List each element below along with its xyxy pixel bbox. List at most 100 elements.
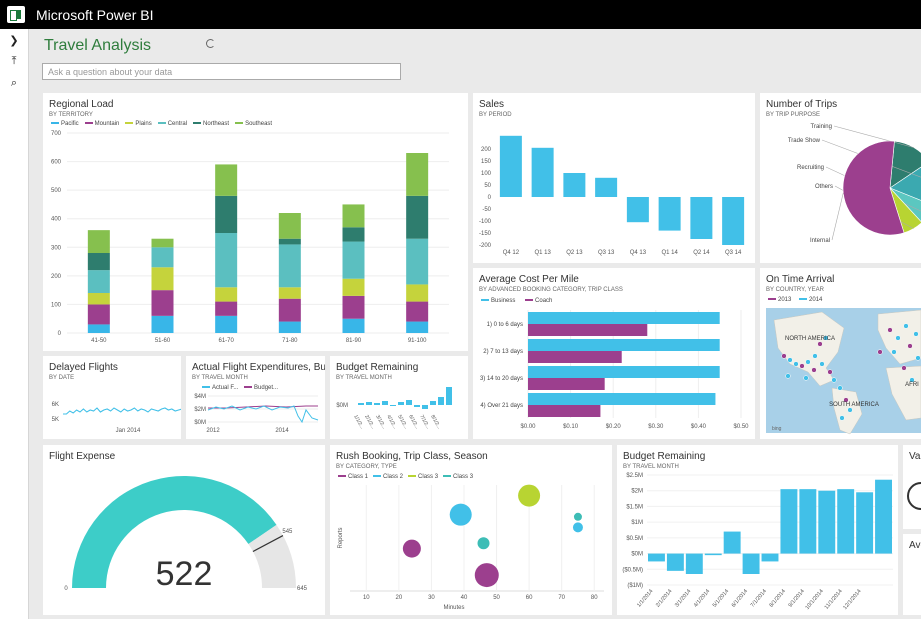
sales-bar [531, 147, 554, 197]
map-data-point [891, 349, 897, 355]
pie-label: Training [811, 124, 832, 130]
legend-label: Class 3 [418, 474, 439, 480]
scatter-bubble [477, 537, 490, 550]
y-tick-label: 50 [484, 183, 491, 189]
x-tick-label: Q2 13 [566, 250, 583, 256]
tile-title: Budget Remaining [336, 362, 419, 373]
map-data-point [817, 341, 823, 347]
gauge-target-label: 545 [282, 529, 293, 535]
x-tick-label: 80 [591, 595, 598, 601]
x-tick-label: Q4 12 [503, 250, 520, 256]
x-tick-label: 1/1/2014 [636, 588, 654, 608]
tile-subtitle: BY TERRITORY [49, 112, 93, 118]
y-tick-label: ($1M) [627, 583, 643, 589]
x-tick-label: 11/1/2014 [824, 588, 844, 610]
bing-logo: bing [772, 426, 782, 432]
legend-swatch [799, 298, 808, 301]
x-tick-label: 9/1/2014 [788, 588, 806, 608]
business-bar [528, 393, 716, 405]
x-tick-label: Q1 13 [534, 250, 551, 256]
y-tick-label: $1M [631, 520, 643, 526]
sales-bar [595, 177, 618, 197]
tile-number-of-trips[interactable]: Number of Trips BY TRIP PURPOSE Training… [760, 93, 921, 263]
legend-swatch [202, 386, 210, 389]
x-tick-label: 8/1/2014 [769, 588, 787, 608]
map-data-point [837, 385, 843, 391]
y-tick-label: ($0.5M) [622, 567, 643, 573]
tile-budget-remaining-small[interactable]: Budget Remaining BY TRAVEL MONTH $0M 1/1/… [330, 356, 468, 439]
tile-partial-va[interactable]: Va [903, 445, 921, 529]
y-tick-label: -200 [479, 243, 492, 249]
budget-small-chart: $0M1/1/2...2/1/2...3/1/2...4/1/2...5/1/2… [336, 387, 452, 430]
legend-label: Class 2 [383, 474, 404, 480]
tile-delayed-flights[interactable]: Delayed Flights BY DATE 6K 5K Jan 2014 [43, 356, 181, 439]
x-tick-label: 12/1/2014 [842, 588, 862, 611]
x-tick-label: $0.30 [648, 424, 664, 430]
tile-flight-expense[interactable]: Flight Expense 545 522 0 645 [43, 445, 325, 615]
tile-rush-booking[interactable]: Rush Booking, Trip Class, Season BY CATE… [330, 445, 612, 615]
budget-bar [761, 553, 779, 562]
bar-segment [87, 304, 110, 325]
x-tick-label: 51-60 [155, 338, 171, 344]
budget-bar [723, 531, 741, 554]
tile-subtitle: BY COUNTRY, YEAR [766, 287, 824, 293]
y-category-label: 3) 14 to 20 days [480, 376, 523, 382]
gauge-value: 522 [156, 555, 213, 593]
bar-segment [278, 244, 301, 288]
tile-actual-flight-expenditures[interactable]: Actual Flight Expenditures, Bu... BY TRA… [186, 356, 325, 439]
qa-question-input[interactable] [42, 63, 401, 80]
tile-title: Regional Load [49, 99, 114, 110]
x-tick-label: Q1 14 [661, 250, 678, 256]
refresh-icon[interactable] [206, 39, 215, 48]
tile-average-cost-per-mile[interactable]: Average Cost Per Mile BY ADVANCED BOOKIN… [473, 268, 755, 439]
legend-label: Plains [135, 121, 152, 127]
tile-budget-remaining-large[interactable]: Budget Remaining BY TRAVEL MONTH $2.5M $2… [617, 445, 898, 615]
map-data-point [913, 331, 919, 337]
sales-bar [722, 197, 745, 245]
tile-subtitle: BY TRIP PURPOSE [766, 112, 821, 118]
search-icon[interactable]: ⌕ [10, 77, 18, 89]
legend-swatch [193, 122, 202, 125]
pin-to-top-icon[interactable]: ⤒ [11, 55, 17, 67]
bar-segment [278, 287, 301, 299]
x-tick-label: 2012 [206, 428, 220, 434]
app-title: Microsoft Power BI [36, 7, 154, 23]
x-tick-label: $0.10 [563, 424, 579, 430]
tile-partial-ave[interactable]: Ave [903, 534, 921, 615]
expand-chevron-icon[interactable]: ❯ [9, 35, 19, 47]
tile-regional-load[interactable]: Regional Load BY TERRITORY Pacific Mounta… [43, 93, 468, 351]
y-tick-label: $2.5M [626, 473, 643, 479]
legend-label: Business [491, 298, 516, 304]
x-tick-label: $0.00 [520, 424, 536, 430]
y-category-label: 1) 0 to 6 days [487, 322, 523, 328]
y-tick-label: 200 [51, 274, 62, 280]
coach-bar [528, 405, 601, 417]
power-bi-logo-icon[interactable] [7, 6, 25, 23]
budget-bar [818, 490, 836, 554]
legend-swatch [408, 475, 417, 478]
legend-label: Mountain [94, 121, 120, 127]
tile-title: Number of Trips [766, 99, 838, 110]
coach-bar [528, 378, 605, 390]
bar-segment [215, 195, 238, 233]
gauge-max-label: 645 [297, 586, 308, 592]
budget-bar [398, 402, 404, 405]
budget-bar [875, 479, 892, 554]
tile-on-time-arrival[interactable]: On Time Arrival BY COUNTRY, YEAR 2013 20… [760, 268, 921, 439]
tile-subtitle: BY PERIOD [479, 112, 512, 118]
x-tick-label: 81-90 [346, 338, 362, 344]
map-data-point [909, 377, 915, 383]
tile-subtitle: BY CATEGORY, TYPE [336, 464, 397, 470]
legend-label: Class 3 [453, 474, 474, 480]
pie-label: Others [815, 184, 833, 190]
bar-segment [87, 230, 110, 253]
budget-bar [799, 489, 817, 554]
tile-sales[interactable]: Sales BY PERIOD 200 150 100 50 0 -50 -100 -150 -… [473, 93, 755, 263]
map-data-point [877, 349, 883, 355]
legend-label: Northeast [203, 121, 230, 127]
map-data-point [847, 407, 853, 413]
bar-segment [87, 253, 110, 271]
gauge-min-label: 0 [64, 586, 68, 592]
delayed-line [63, 407, 181, 415]
